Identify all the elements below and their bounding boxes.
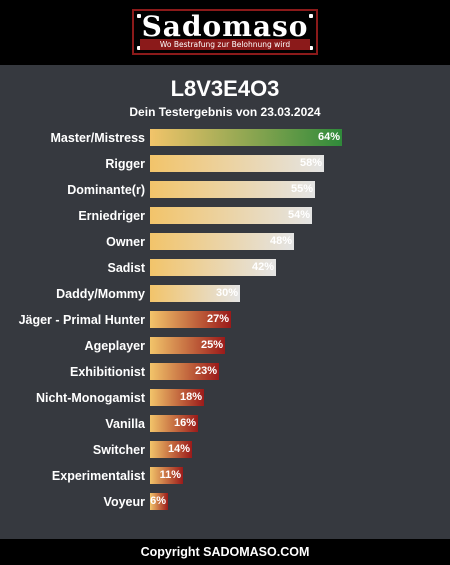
result-bar: 18% — [150, 389, 204, 406]
result-value: 16% — [174, 415, 196, 432]
logo-corner-ornament — [137, 14, 141, 18]
result-label: Owner — [0, 234, 145, 250]
result-value: 18% — [180, 389, 202, 406]
result-value: 48% — [270, 233, 292, 250]
result-label: Experimentalist — [0, 468, 145, 484]
result-bar: 25% — [150, 337, 225, 354]
result-subtitle: Dein Testergebnis von 23.03.2024 — [0, 105, 450, 119]
result-bar: 6% — [150, 493, 168, 510]
result-label: Sadist — [0, 260, 145, 276]
result-value: 54% — [288, 207, 310, 224]
result-bar: 54% — [150, 207, 312, 224]
result-bar: 42% — [150, 259, 276, 276]
result-bar: 30% — [150, 285, 240, 302]
result-value: 11% — [160, 467, 181, 484]
result-bar: 16% — [150, 415, 198, 432]
result-label: Nicht-Monogamist — [0, 390, 145, 406]
logo-corner-ornament — [309, 14, 313, 18]
result-value: 58% — [300, 155, 322, 172]
result-value: 25% — [201, 337, 223, 354]
result-value: 64% — [318, 129, 340, 146]
result-label: Erniedriger — [0, 208, 145, 224]
footer-copyright: Copyright SADOMASO.COM — [0, 539, 450, 565]
result-value: 30% — [216, 285, 238, 302]
site-header: Sadomaso Wo Bestrafung zur Belohnung wir… — [0, 0, 450, 65]
result-value: 42% — [252, 259, 274, 276]
result-bar: 11% — [150, 467, 183, 484]
result-label: Ageplayer — [0, 338, 145, 354]
result-value: 27% — [207, 311, 229, 328]
result-value: 14% — [168, 441, 190, 458]
result-value: 23% — [195, 363, 217, 380]
result-label: Daddy/Mommy — [0, 286, 145, 302]
result-label: Master/Mistress — [0, 130, 145, 146]
result-label: Dominante(r) — [0, 182, 145, 198]
result-id: L8V3E4O3 — [0, 76, 450, 102]
result-label: Vanilla — [0, 416, 145, 432]
result-label: Jäger - Primal Hunter — [0, 312, 145, 328]
result-bar: 27% — [150, 311, 231, 328]
logo-slogan: Wo Bestrafung zur Belohnung wird — [140, 39, 310, 50]
result-label: Exhibitionist — [0, 364, 145, 380]
logo-title: Sadomaso — [134, 12, 316, 42]
result-bar: 48% — [150, 233, 294, 250]
result-bar: 55% — [150, 181, 315, 198]
sadomaso-logo[interactable]: Sadomaso Wo Bestrafung zur Belohnung wir… — [132, 9, 318, 55]
result-label: Rigger — [0, 156, 145, 172]
result-bar: 58% — [150, 155, 324, 172]
result-value: 55% — [291, 181, 313, 198]
result-bar: 14% — [150, 441, 192, 458]
result-bar: 64% — [150, 129, 342, 146]
result-label: Voyeur — [0, 494, 145, 510]
result-value: 6% — [150, 493, 166, 510]
result-label: Switcher — [0, 442, 145, 458]
result-bar: 23% — [150, 363, 219, 380]
